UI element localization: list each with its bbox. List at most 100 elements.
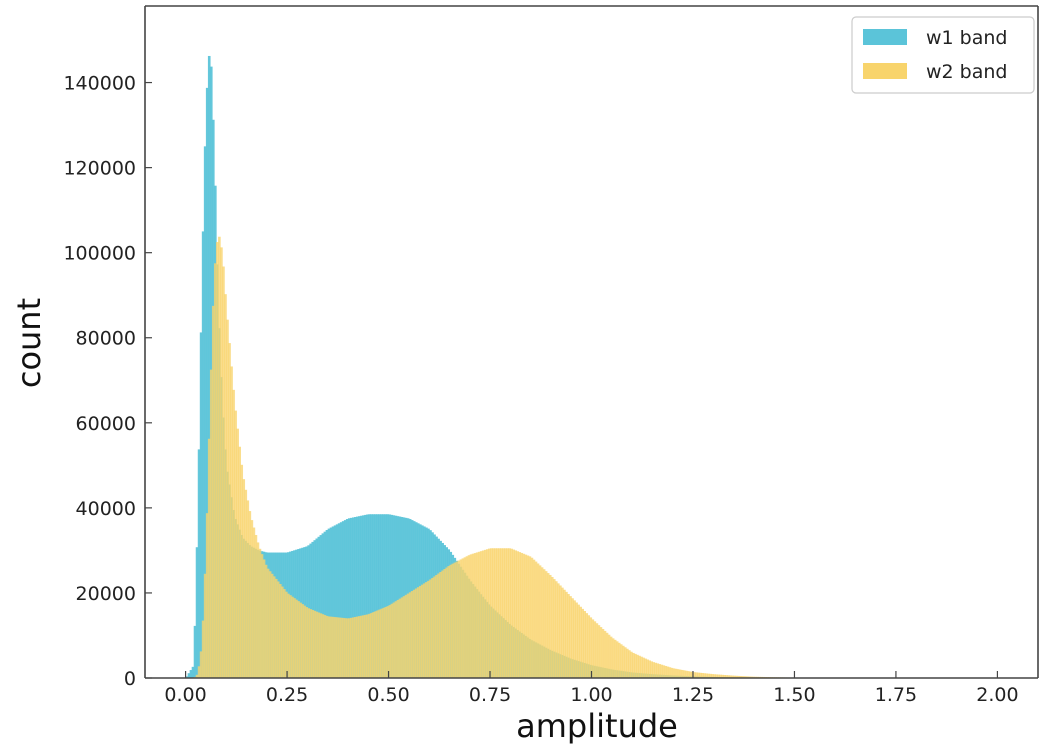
histogram-bin (276, 581, 280, 678)
histogram-bin (496, 548, 499, 678)
histogram-bin (398, 516, 402, 678)
x-tick-label: 0.75 (469, 684, 511, 706)
histogram-bin (658, 664, 662, 678)
histogram-bin (360, 515, 363, 678)
histogram-bin (416, 587, 420, 678)
histogram-bin (609, 636, 613, 678)
histogram-bin (337, 617, 341, 678)
histogram-bin (682, 670, 686, 678)
histogram-bin (445, 567, 448, 678)
histogram-bin (315, 611, 319, 678)
histogram-bin (410, 591, 414, 678)
histogram-bin (386, 606, 390, 678)
histogram-bin (613, 639, 617, 678)
histogram-bin (506, 548, 509, 678)
histogram-bin (372, 612, 375, 678)
histogram-bin (209, 369, 213, 678)
histogram-bin (343, 520, 347, 678)
histogram-bin (554, 581, 558, 678)
histogram-bin (283, 589, 286, 678)
histogram-bin (546, 573, 550, 678)
histogram-bin (201, 231, 205, 679)
histogram-bin (366, 614, 369, 678)
histogram-bin (398, 598, 402, 678)
histogram-bin (311, 609, 315, 678)
histogram-bin (550, 576, 554, 678)
x-tick-label: 0.50 (367, 684, 409, 706)
histogram-bin (195, 547, 199, 678)
histogram-bin (356, 616, 359, 678)
histogram-bin (623, 647, 627, 678)
axes (144, 5, 1039, 679)
histogram-bin (396, 516, 400, 678)
histogram-bin (504, 548, 507, 678)
histogram-bin (278, 584, 282, 678)
histogram-bin (226, 319, 229, 678)
y-tick-label: 60000 (76, 413, 136, 435)
histogram-bin (285, 591, 288, 678)
histogram-bin (256, 542, 260, 678)
histogram-bin (615, 641, 619, 678)
x-tick-label: 1.25 (672, 684, 714, 706)
histogram-bin (374, 514, 377, 678)
histogram-bin (425, 582, 428, 678)
histogram-bin (321, 614, 325, 678)
histogram-bin (678, 669, 682, 678)
histogram-bin (246, 500, 250, 678)
histogram-bin (392, 602, 396, 678)
histogram-bin (666, 666, 670, 678)
histogram-bin (335, 524, 339, 678)
histogram-bin (293, 598, 296, 678)
histogram-bin (650, 661, 653, 678)
legend-swatch-w1 (863, 29, 907, 45)
histogram-bin (370, 612, 373, 678)
histogram-bin (567, 594, 570, 678)
histogram-bin (725, 675, 729, 678)
histogram-bin (370, 514, 373, 678)
histogram-bin (358, 616, 361, 678)
histogram-bin (660, 664, 664, 678)
histogram-bin (317, 612, 321, 678)
histogram-bin (335, 617, 339, 678)
histogram-bin (483, 549, 487, 678)
histogram-bin (617, 642, 621, 678)
histogram-bin (418, 585, 422, 678)
histogram-bin (630, 651, 633, 678)
histogram-bin (291, 596, 294, 678)
histogram-bin (569, 596, 572, 678)
histogram-bin (354, 616, 357, 678)
histogram-bin (270, 573, 274, 678)
histogram-bin (457, 560, 461, 678)
histogram-bin (636, 654, 639, 678)
y-tick-label: 140000 (63, 73, 136, 95)
histogram-bin (514, 550, 518, 678)
histogram-bin (699, 672, 702, 678)
x-tick-label: 1.50 (773, 684, 815, 706)
histogram-bin (337, 523, 341, 678)
histogram-bin (528, 556, 532, 678)
histogram-bin (364, 614, 367, 678)
histogram-bin (599, 627, 603, 678)
histogram-bin (216, 242, 219, 679)
histogram-bin (583, 611, 587, 678)
histogram-bin (325, 529, 329, 678)
histogram-bin (481, 550, 485, 678)
histogram-bin (672, 668, 676, 678)
x-tick-label: 1.75 (875, 684, 917, 706)
histogram-bin (260, 554, 264, 678)
histogram-bin (621, 645, 625, 678)
histogram-bin (386, 514, 390, 678)
y-tick-label: 20000 (76, 583, 136, 605)
histogram-bin (214, 263, 217, 678)
histogram-bin (516, 551, 520, 678)
histogram-bin (522, 553, 526, 678)
histogram-bin (408, 592, 412, 678)
histogram-bin (207, 438, 211, 678)
histogram-bin (534, 561, 538, 678)
histogram-bin (354, 517, 357, 678)
histogram-bin (676, 669, 680, 678)
histogram-bin (345, 519, 349, 678)
histogram-bin (327, 616, 331, 678)
y-axis-title: count (10, 298, 48, 388)
histogram-bin (205, 513, 209, 678)
